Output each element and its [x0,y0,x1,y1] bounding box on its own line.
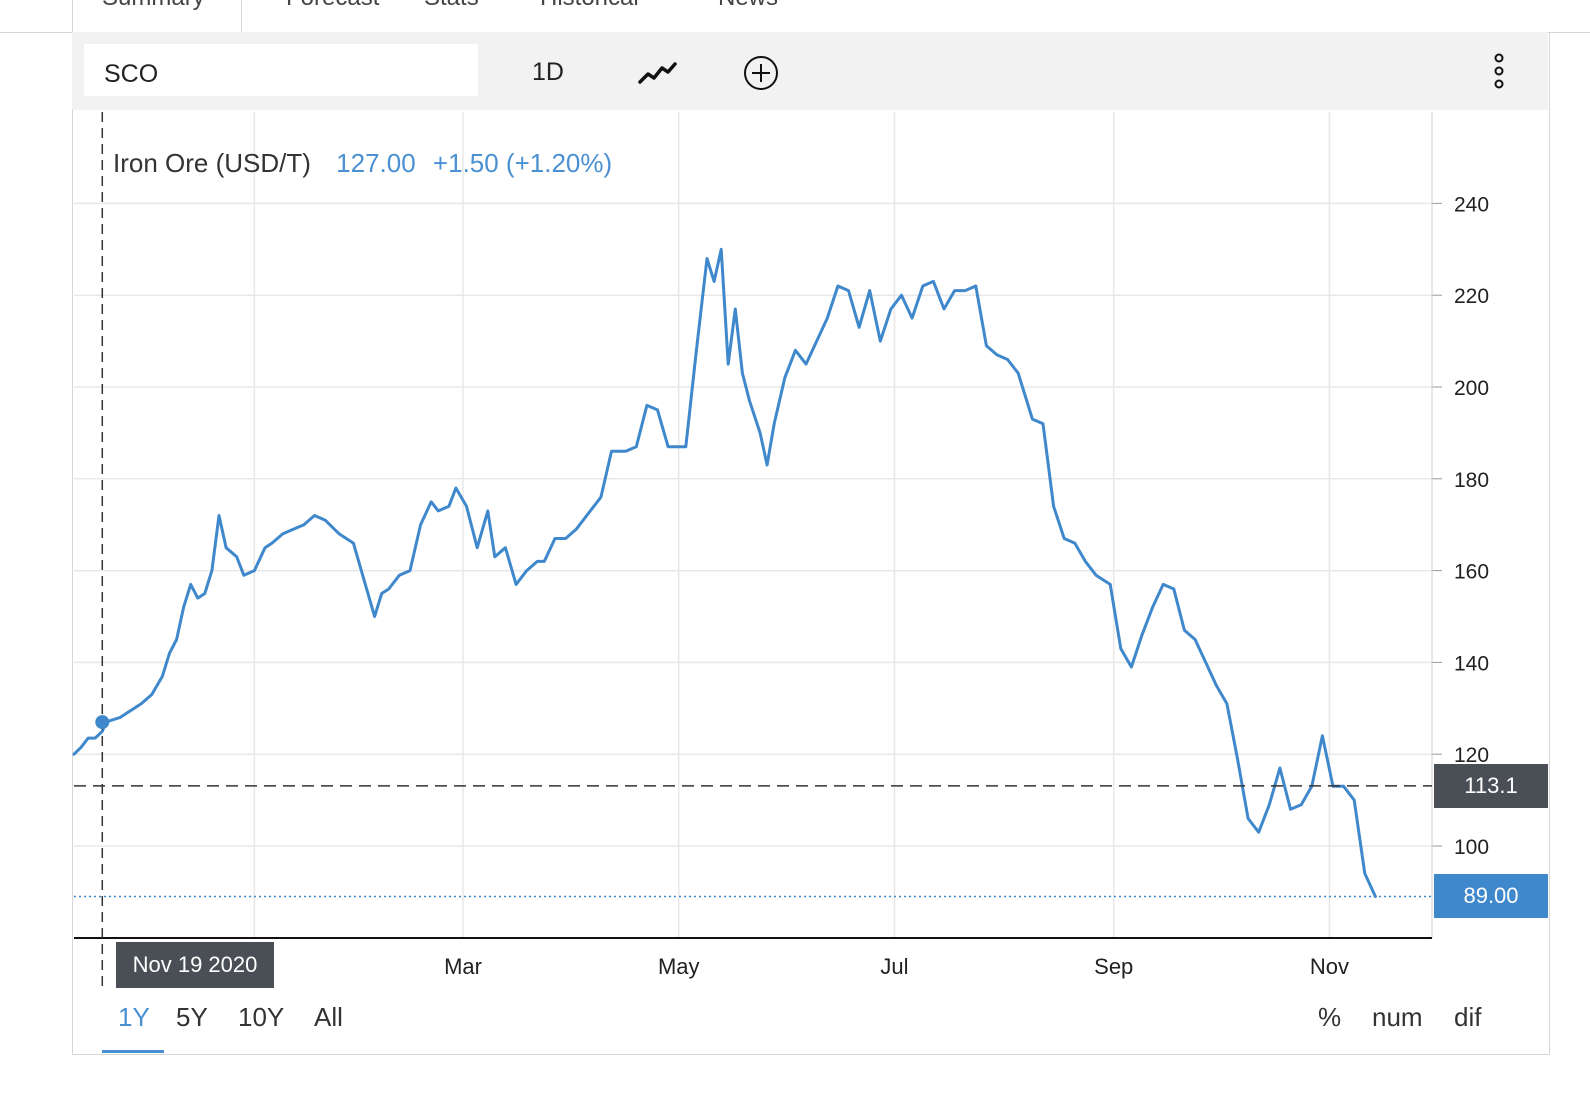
tab-stats[interactable]: Stats [424,0,479,12]
y-tick-label: 120 [1454,744,1489,767]
active-range-indicator [102,1050,164,1053]
range-all-button[interactable]: All [314,1002,343,1032]
series-value: 127.00 [336,148,416,178]
range-1y-button[interactable]: 1Y [118,1002,150,1032]
y-tick-label: 140 [1454,652,1489,675]
chart-panel [72,32,1550,1055]
mode-num-button[interactable]: num [1372,1002,1423,1032]
range-5y-button[interactable]: 5Y [176,1002,208,1032]
line-chart-icon[interactable] [638,60,678,86]
mode-percent-button[interactable]: % [1318,1002,1342,1032]
series-line [72,247,1377,898]
crosshair-price-tag: 113.1 [1434,763,1548,808]
symbol-search-input[interactable]: SCO [84,44,478,96]
crosshair-date-tag: Nov 19 2020 [116,942,274,988]
range-10y-button[interactable]: 10Y [238,1002,285,1032]
y-tick-label: 240 [1454,193,1489,216]
mode-dif-button[interactable]: dif [1454,1002,1482,1032]
symbol-text: SCO [104,60,159,88]
y-tick-label: 100 [1454,836,1489,859]
tab-forecast[interactable]: Forecast [286,0,379,12]
x-tick-label: Jul [880,954,908,979]
y-tick-label: 160 [1454,561,1489,584]
vertical-dots-icon[interactable] [1490,52,1508,92]
tab-summary[interactable]: Summary [102,0,205,12]
last-price-tag: 89.00 [1434,874,1548,919]
y-tick-label: 200 [1454,377,1489,400]
x-tick-label: May [658,954,700,979]
y-tick-label: 180 [1454,469,1489,492]
y-tick-label: 220 [1454,285,1489,308]
tab-news[interactable]: News [718,0,778,12]
plus-circle-icon[interactable] [742,54,780,92]
x-tick-label: Mar [444,954,482,979]
series-header: Iron Ore (USD/T) 127.00 +1.50 (+1.20%) [113,148,612,179]
series-name: Iron Ore (USD/T) [113,148,311,178]
x-tick-label: Nov [1310,954,1349,979]
interval-button[interactable]: 1D [532,58,564,86]
tab-historical[interactable]: Historical [540,0,639,12]
series-change: +1.50 (+1.20%) [432,148,613,178]
x-tick-label: Sep [1094,954,1133,979]
hover-marker [95,715,110,730]
chart-toolbar: SCO 1D [72,32,1548,110]
